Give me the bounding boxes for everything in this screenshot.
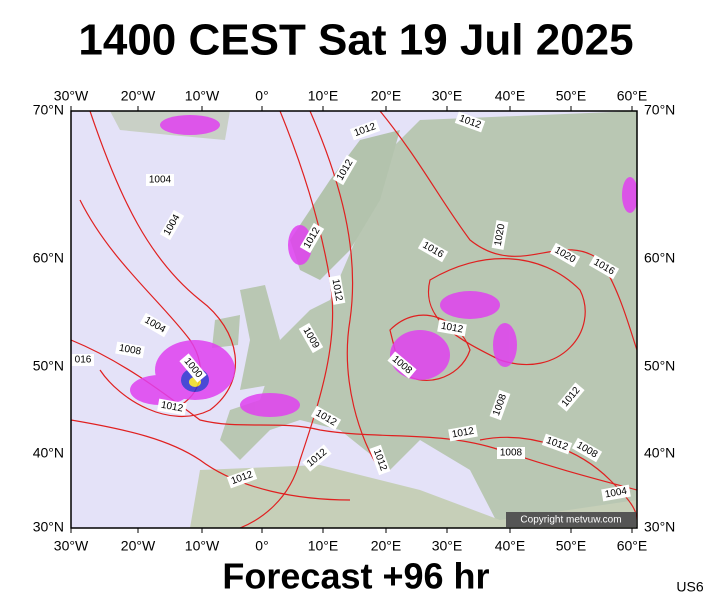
- caption: Forecast +96 hr: [222, 556, 489, 597]
- lon-label-top: 30°E: [432, 88, 463, 104]
- isobar-label-box: [226, 467, 258, 489]
- isobar-label-box: [139, 312, 171, 338]
- isobar-label-box: [437, 319, 467, 337]
- lat-label-left: 30°N: [33, 519, 64, 535]
- lat-label-left: 50°N: [33, 358, 64, 374]
- isobar-label-box: [454, 111, 486, 133]
- lon-label-bottom: 0°: [255, 538, 268, 554]
- isobar-label: 1012: [451, 426, 475, 441]
- isobar-label-box: [571, 437, 603, 463]
- lat-label-left: 40°N: [33, 445, 64, 461]
- lon-label-bottom: 30°E: [432, 538, 463, 554]
- lon-label-bottom: 10°E: [308, 538, 339, 554]
- isobar-label-box: [310, 405, 342, 431]
- lon-label-top: 10°W: [185, 88, 220, 104]
- lat-label-right: 60°N: [644, 250, 675, 266]
- map-frame: [70, 110, 638, 529]
- title: 1400 CEST Sat 19 Jul 2025: [78, 16, 633, 65]
- lon-label-top: 10°E: [308, 88, 339, 104]
- isobar-label-box: [159, 209, 185, 241]
- isobar-label-box: [448, 424, 478, 442]
- isobar-label-box: [601, 484, 631, 502]
- lon-label-bottom: 20°W: [121, 538, 156, 554]
- isobar-label-box: [302, 444, 332, 472]
- isobar-label-box: [349, 119, 381, 141]
- copyright: Copyright metvuw.com: [520, 515, 621, 526]
- lat-label-right: 40°N: [644, 445, 675, 461]
- isobar-label-box: [146, 174, 174, 186]
- isobar-label-box: [332, 154, 358, 186]
- isobar-label: 1004: [149, 175, 172, 186]
- isobar-label-box: [557, 382, 585, 412]
- isobar-label-box: [369, 444, 391, 476]
- isobar-label-box: [115, 341, 145, 359]
- isobar-label: 016: [75, 355, 92, 366]
- isobar-label: 1012: [160, 400, 184, 415]
- isobar-label-box: [497, 447, 525, 459]
- isobar-label: 1008: [500, 448, 523, 459]
- isobar-label-box: [72, 354, 94, 366]
- isobar-label-box: [298, 322, 324, 354]
- lat-label-right: 70°N: [644, 102, 675, 118]
- isobar-label-box: [417, 237, 449, 263]
- lon-label-bottom: 30°W: [54, 538, 89, 554]
- lon-label-top: 30°W: [54, 88, 89, 104]
- lon-label-top: 20°W: [121, 88, 156, 104]
- isobar-label-box: [541, 433, 573, 455]
- lon-label-top: 50°E: [556, 88, 587, 104]
- lon-label-top: 40°E: [495, 88, 526, 104]
- isobar-label-box: [387, 351, 417, 379]
- lon-label-top: 0°: [255, 88, 268, 104]
- isobar-label: 1020: [493, 223, 508, 247]
- code: US6: [676, 579, 703, 595]
- isobar-label-box: [549, 242, 581, 268]
- lon-label-bottom: 40°E: [495, 538, 526, 554]
- isobar-label: 1008: [118, 343, 142, 358]
- isobar-label: 1012: [440, 321, 464, 336]
- isobar-label-box: [179, 353, 207, 383]
- isobar-label-box: [299, 222, 325, 254]
- lat-label-right: 30°N: [644, 519, 675, 535]
- isobar-label-box: [588, 254, 620, 280]
- lon-label-top: 60°E: [617, 88, 648, 104]
- copyright-box: [506, 512, 636, 527]
- lon-label-bottom: 60°E: [617, 538, 648, 554]
- lon-label-bottom: 10°W: [185, 538, 220, 554]
- isobar-label-box: [328, 275, 346, 305]
- lon-label-top: 20°E: [371, 88, 402, 104]
- isobar-label: 1004: [604, 486, 628, 501]
- lon-label-bottom: 50°E: [556, 538, 587, 554]
- isobar-label-box: [491, 220, 509, 250]
- isobar-label: 1012: [330, 278, 345, 302]
- lat-label-left: 60°N: [33, 250, 64, 266]
- lat-label-right: 50°N: [644, 358, 675, 374]
- isobar-label-box: [157, 398, 187, 416]
- lon-label-bottom: 20°E: [371, 538, 402, 554]
- isobar-label-box: [489, 389, 511, 421]
- lat-label-left: 70°N: [33, 102, 64, 118]
